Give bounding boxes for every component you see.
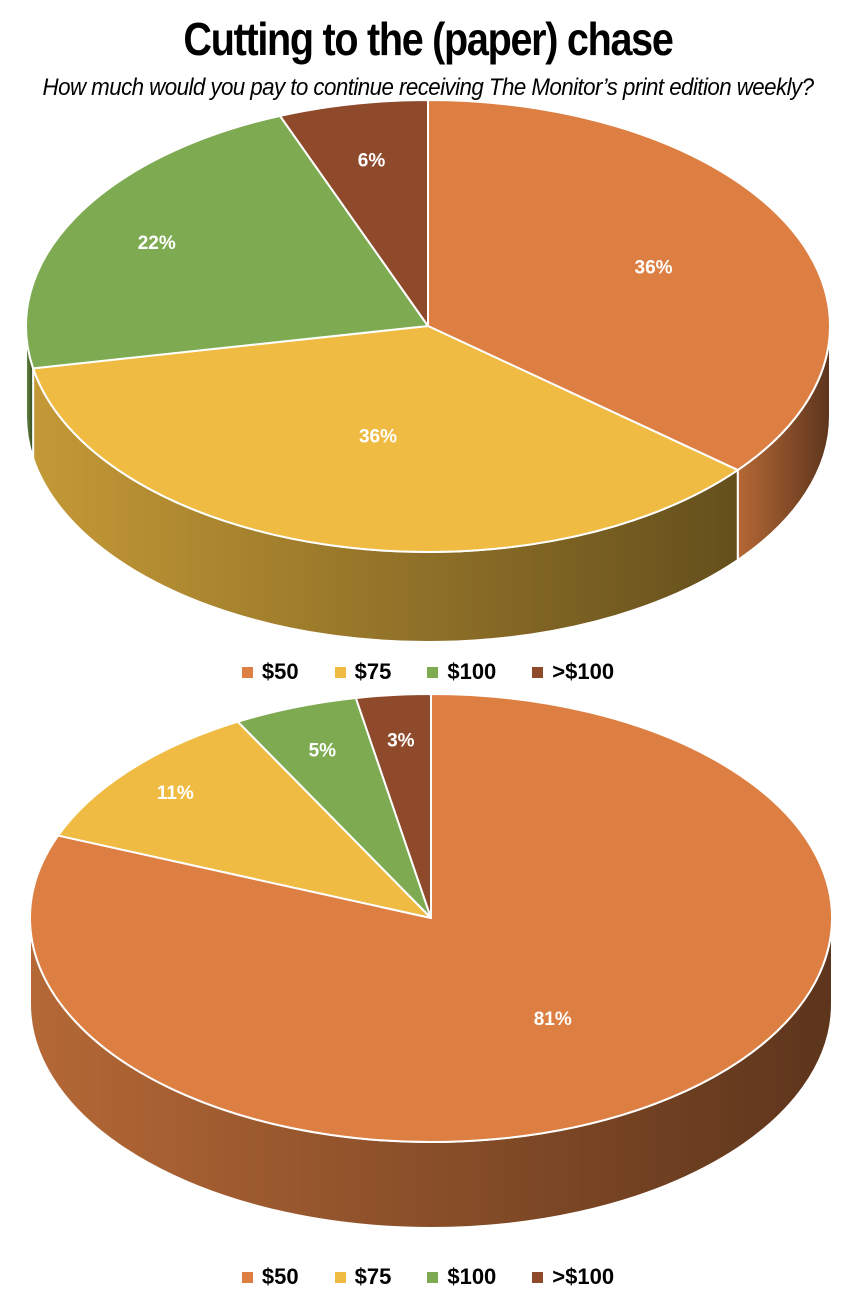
legend-swatch [334,1271,346,1283]
legend-swatch [532,1271,544,1283]
legend-item-over-100: >$100 [532,659,614,685]
pie-slice-3 [354,693,432,919]
legend-item-100: $100 [427,659,496,685]
pie-label-3: 6% [358,151,386,172]
pie-label-0: 81% [534,1009,572,1030]
legend-swatch [334,666,346,678]
digital-readers-legend: $50 $75 $100 >$100 [0,1264,856,1290]
digital-readers-pie: 81% 11% 5% 3% [29,693,833,1229]
legend-item-100: $100 [427,1264,496,1290]
pie-slice-1 [32,325,739,553]
print-readers-legend: $50 $75 $100 >$100 [0,659,856,685]
chart-main-title: Cutting to the (paper) chase [183,13,673,65]
pie-label-1: 11% [157,783,194,804]
pie-slice-3 [279,99,429,327]
legend-swatch [532,666,544,678]
legend-item-75: $75 [334,1264,391,1290]
pie-slice-0 [427,99,831,472]
pie-label-0: 36% [635,257,673,278]
pie-slice-1 [57,720,432,919]
pie-label-2: 22% [138,233,176,254]
print-readers-pie: 36% 36% 22% 6% [25,99,831,643]
legend-swatch [241,1271,253,1283]
pie-label-2: 5% [309,740,337,761]
legend-item-75: $75 [334,659,391,685]
legend-swatch [427,666,439,678]
pie-slice-2 [25,114,429,370]
chart-subtitle: How much would you pay to continue recei… [42,74,814,101]
legend-item-50: $50 [241,659,299,685]
legend-item-50: $50 [241,1264,299,1290]
pie-label-3: 3% [387,731,415,752]
legend-swatch [241,666,253,678]
legend-swatch [427,1271,439,1283]
legend-item-over-100: >$100 [532,1264,614,1290]
pie-label-1: 36% [359,426,397,447]
